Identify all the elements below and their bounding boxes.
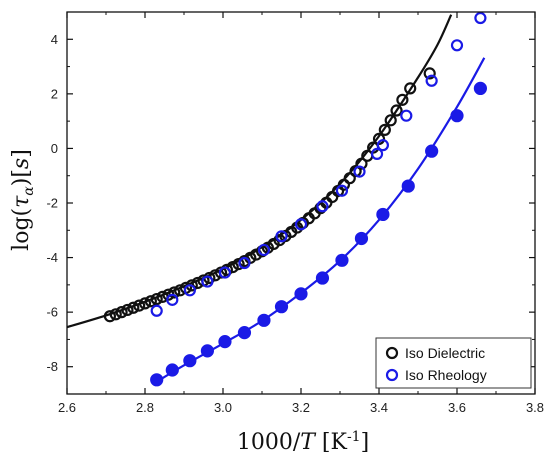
legend-label-iso-rheology: Iso Rheology: [405, 367, 487, 383]
data-point-s2-16: [473, 81, 487, 96]
x-tick-label-0: 2.6: [58, 400, 76, 415]
data-point-s2-0: [150, 373, 164, 387]
data-point-s1-16: [450, 39, 464, 52]
data-point-s1-5: [238, 256, 251, 270]
data-point-s0-50: [396, 93, 409, 106]
y-tick-label-0: -8: [46, 359, 58, 374]
data-point-s2-12: [376, 207, 390, 222]
data-points: [103, 12, 487, 387]
data-point-s2-3: [200, 344, 214, 358]
data-point-s2-6: [257, 313, 271, 327]
data-point-s2-4: [218, 335, 232, 349]
data-point-s1-6: [257, 243, 271, 257]
data-point-s0-52: [423, 67, 436, 80]
x-tick-label-5: 3.6: [448, 400, 466, 415]
data-point-s1-1: [166, 293, 179, 306]
x-tick-label-4: 3.4: [370, 400, 388, 415]
data-point-s0-22: [232, 258, 245, 271]
data-point-s2-2: [183, 354, 197, 368]
fit-curves: [67, 14, 486, 383]
data-point-s0-6: [138, 297, 152, 310]
y-tick-label-1: -6: [46, 305, 58, 320]
data-point-s2-11: [354, 231, 369, 246]
data-point-s1-7: [275, 230, 288, 243]
data-point-s0-47: [378, 123, 391, 136]
data-point-s0-21: [226, 261, 239, 274]
data-point-s1-4: [218, 266, 232, 279]
data-point-s1-8: [294, 218, 308, 231]
fit-curve-0: [67, 14, 453, 329]
legend-label-iso-dielectric: Iso Dielectric: [405, 345, 485, 361]
fit-curve-1: [156, 57, 486, 383]
data-point-s1-10: [335, 184, 349, 197]
data-point-s1-15: [425, 74, 438, 87]
plot-frame: [66, 11, 536, 395]
data-point-s0-41: [343, 172, 356, 185]
data-point-s2-15: [450, 109, 464, 123]
data-point-s2-14: [425, 144, 439, 158]
y-tick-label-3: -2: [46, 196, 58, 211]
data-point-s0-7: [144, 295, 157, 308]
y-tick-label-4: 0: [51, 141, 58, 156]
data-point-s0-5: [133, 299, 146, 312]
y-tick-label-5: 2: [51, 86, 58, 101]
x-tick-label-2: 3.0: [214, 400, 232, 415]
legend-marker-iso-rheology: [385, 368, 399, 382]
data-point-s0-51: [404, 82, 417, 95]
data-point-s0-0: [103, 310, 117, 323]
data-point-s0-48: [384, 114, 397, 127]
legend: Iso Dielectric Iso Rheology: [375, 337, 532, 389]
x-tick-label-6: 3.8: [526, 400, 544, 415]
x-axis-label: 1000/T [K-1]: [237, 429, 369, 455]
x-tick-label-3: 3.2: [292, 400, 310, 415]
data-point-s2-9: [315, 271, 330, 285]
data-point-s1-9: [316, 200, 329, 213]
data-point-s2-7: [274, 300, 289, 314]
data-point-s2-13: [401, 179, 415, 193]
data-point-s1-14: [400, 109, 413, 122]
data-point-s1-2: [183, 284, 196, 297]
data-point-s0-49: [390, 104, 403, 117]
data-point-s2-5: [237, 326, 252, 340]
data-point-s1-17: [474, 12, 487, 25]
data-point-s0-1: [109, 308, 122, 321]
y-tick-label-2: -4: [46, 250, 58, 265]
y-axis-label: log(τα)[s]: [9, 149, 37, 251]
legend-box: [375, 337, 532, 389]
data-point-s0-19: [214, 266, 228, 279]
data-point-s1-3: [201, 275, 214, 288]
data-point-s0-43: [355, 157, 368, 170]
data-point-s0-11: [168, 286, 181, 299]
data-point-s2-8: [294, 287, 308, 301]
data-point-s0-4: [127, 301, 140, 314]
data-point-s1-11: [353, 165, 366, 178]
data-point-s2-10: [335, 253, 349, 267]
data-point-s1-0: [150, 304, 163, 317]
data-point-s1-13: [376, 139, 389, 152]
data-point-s1-12: [370, 147, 384, 160]
axes: 2.6 2.8 3.0 3.2 3.4 3.6 3.8 -8 -6 -4 -2 0 2 4: [46, 11, 544, 415]
data-point-s0-20: [220, 263, 233, 276]
y-tick-label-6: 4: [51, 32, 58, 47]
data-point-s0-3: [121, 303, 134, 317]
x-tick-label-1: 2.8: [136, 400, 154, 415]
legend-marker-iso-dielectric: [385, 346, 399, 360]
data-point-s0-8: [150, 292, 163, 306]
data-point-s0-2: [115, 306, 128, 319]
data-point-s2-1: [165, 363, 179, 377]
